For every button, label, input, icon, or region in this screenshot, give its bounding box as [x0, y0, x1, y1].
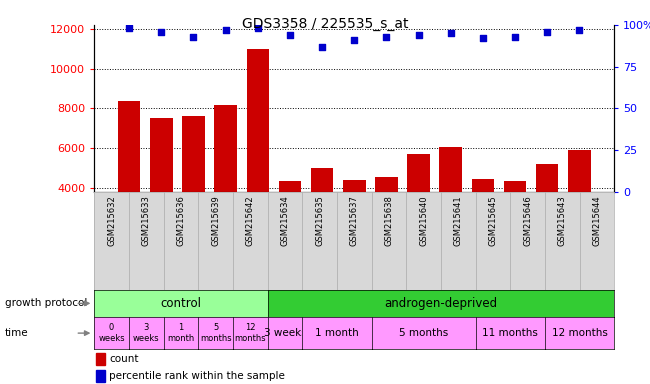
Bar	[439, 147, 462, 268]
Bar	[118, 101, 140, 268]
Bar	[279, 181, 301, 268]
Bar	[375, 177, 398, 268]
Text: GSM215638: GSM215638	[384, 195, 393, 246]
Bar	[568, 150, 591, 268]
Point	[220, 27, 231, 33]
Point	[510, 33, 520, 40]
Point	[542, 28, 552, 35]
Text: growth protocol: growth protocol	[5, 298, 87, 308]
Text: GSM215641: GSM215641	[454, 195, 463, 245]
Text: GSM215644: GSM215644	[592, 195, 601, 245]
Bar	[214, 104, 237, 268]
Point	[188, 33, 199, 40]
Point	[381, 33, 391, 40]
Text: GSM215639: GSM215639	[211, 195, 220, 246]
Text: 5
months: 5 months	[200, 323, 231, 343]
Text: 0
weeks: 0 weeks	[98, 323, 125, 343]
Text: GSM215633: GSM215633	[142, 195, 151, 246]
Text: 3 weeks: 3 weeks	[263, 328, 306, 338]
Bar	[504, 181, 526, 268]
Text: 1 month: 1 month	[315, 328, 359, 338]
Text: GSM215640: GSM215640	[419, 195, 428, 245]
Point	[124, 25, 135, 31]
Text: GSM215637: GSM215637	[350, 195, 359, 246]
Bar	[311, 168, 333, 268]
Bar	[408, 154, 430, 268]
Bar	[96, 370, 105, 382]
Text: 5 months: 5 months	[399, 328, 448, 338]
Text: 11 months: 11 months	[482, 328, 538, 338]
Text: control: control	[161, 297, 202, 310]
Bar	[182, 116, 205, 268]
Text: 12
months: 12 months	[235, 323, 266, 343]
Text: GDS3358 / 225535_s_at: GDS3358 / 225535_s_at	[242, 17, 408, 31]
Point	[317, 44, 328, 50]
Text: time: time	[5, 328, 29, 338]
Text: GSM215635: GSM215635	[315, 195, 324, 246]
Bar	[472, 179, 494, 268]
Point	[445, 30, 456, 36]
Point	[253, 25, 263, 31]
Text: percentile rank within the sample: percentile rank within the sample	[109, 371, 285, 381]
Text: GSM215645: GSM215645	[488, 195, 497, 245]
Text: 1
month: 1 month	[167, 323, 194, 343]
Text: GSM215634: GSM215634	[280, 195, 289, 246]
Point	[413, 32, 424, 38]
Point	[285, 32, 295, 38]
Text: androgen-deprived: androgen-deprived	[384, 297, 497, 310]
Text: count: count	[109, 354, 138, 364]
Text: GSM215636: GSM215636	[176, 195, 185, 246]
Text: GSM215642: GSM215642	[246, 195, 255, 245]
Bar	[246, 49, 269, 268]
Text: GSM215632: GSM215632	[107, 195, 116, 246]
Text: 12 months: 12 months	[552, 328, 608, 338]
Point	[574, 27, 584, 33]
Text: GSM215643: GSM215643	[558, 195, 567, 246]
Bar	[150, 118, 172, 268]
Point	[478, 35, 488, 41]
Bar	[536, 164, 558, 268]
Point	[156, 28, 166, 35]
Text: 3
weeks: 3 weeks	[133, 323, 159, 343]
Bar	[96, 353, 105, 365]
Bar	[343, 180, 365, 268]
Text: GSM215646: GSM215646	[523, 195, 532, 246]
Point	[349, 37, 359, 43]
